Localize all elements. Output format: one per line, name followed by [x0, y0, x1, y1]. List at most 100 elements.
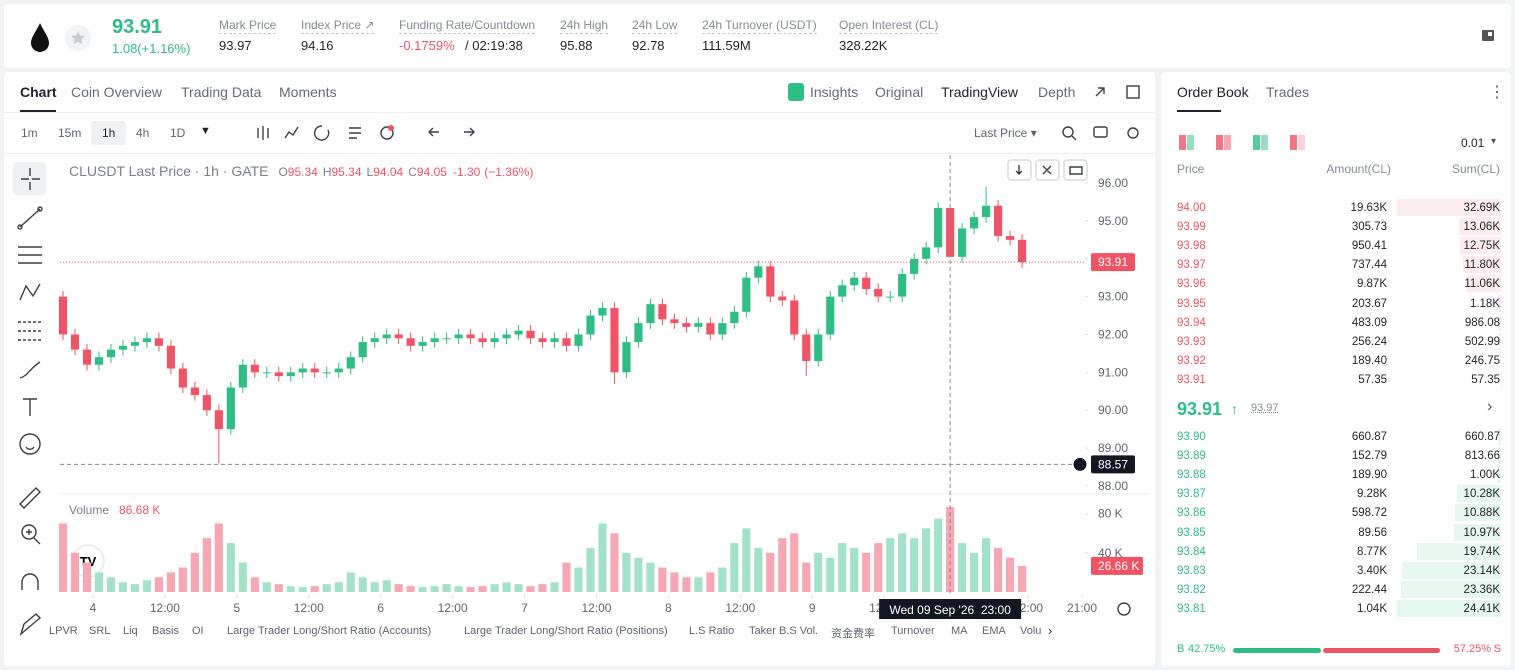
ob-tab[interactable]: Order Book [1177, 84, 1249, 100]
ob-price: 93.92 [1177, 354, 1206, 367]
book-icon[interactable] [1480, 28, 1496, 44]
candle-body [142, 338, 151, 343]
x-tick-label: 12:00 [150, 601, 180, 615]
view-tab[interactable]: Insights [810, 84, 859, 100]
divider [4, 153, 1155, 154]
volume-bar [274, 584, 283, 592]
price-source[interactable]: Last Price ▾ [974, 126, 1037, 140]
precision-arrow: ▾ [1491, 136, 1497, 147]
order-book: Order Book Trades ⋮ 0.01 ▾ Price Amount(CL) Sum… [1161, 72, 1511, 666]
layout-icon[interactable] [1179, 135, 1186, 150]
volume-bar [754, 547, 763, 592]
volume-bar [562, 562, 571, 592]
volume-bar [622, 552, 631, 592]
stat-value: -0.1759% [399, 38, 455, 53]
precision[interactable]: 0.01 [1461, 136, 1485, 150]
view-tab[interactable]: TradingView [941, 84, 1019, 100]
indicator[interactable]: Turnover [891, 625, 935, 637]
chart-tab[interactable]: Chart [20, 84, 57, 100]
volume-bar [586, 547, 595, 592]
indicator[interactable]: Volu [1020, 625, 1042, 637]
interval[interactable]: 15m [58, 126, 82, 140]
candle-body [226, 387, 235, 430]
indicator[interactable]: LPVR [49, 625, 78, 637]
depth-bar [1497, 313, 1501, 331]
volume-bar [310, 586, 319, 592]
volume-bar [1017, 565, 1027, 592]
layout-icon[interactable] [1187, 135, 1194, 150]
ob-sum: 13.06K [1463, 221, 1500, 234]
indicator[interactable]: Taker B.S Vol. [749, 625, 819, 637]
y-tick-label: 92.00 [1098, 327, 1128, 341]
volume-bar [646, 562, 655, 592]
legend-letter: H [323, 165, 332, 179]
layout-icon[interactable] [1253, 135, 1260, 150]
favorite[interactable] [64, 24, 92, 52]
legend-value: 95.34 [331, 165, 361, 179]
interval[interactable]: 1D [170, 126, 186, 140]
mid-next[interactable]: › [1487, 398, 1493, 415]
candle-body [682, 323, 691, 327]
view-tab[interactable]: Depth [1038, 84, 1076, 100]
legend-value: 94.05 [417, 165, 447, 179]
volume-bar [298, 587, 307, 592]
layout-icon[interactable] [1298, 135, 1305, 150]
ob-amount: 222.44 [1351, 583, 1387, 596]
indicator[interactable]: Liq [123, 625, 138, 637]
indicator[interactable]: EMA [982, 625, 1006, 637]
ob-sum: 32.69K [1463, 202, 1500, 214]
candle-body [310, 368, 319, 373]
layout-icon[interactable] [1216, 135, 1223, 150]
volume-bar [238, 562, 247, 592]
candle-body [178, 368, 187, 388]
candle-body [214, 410, 223, 430]
ob-price: 93.84 [1177, 545, 1206, 558]
x-tick-label: 12:00 [725, 601, 755, 615]
y-tick-label: 93.00 [1098, 290, 1128, 304]
interval[interactable]: 1m [21, 126, 38, 140]
x-tick-label: 6 [377, 601, 384, 615]
volume-bar [346, 572, 355, 592]
candle-body [298, 368, 307, 373]
ob-menu[interactable]: ⋮ [1489, 84, 1505, 101]
ob-amount: 737.44 [1351, 259, 1387, 272]
indicator[interactable]: L.S Ratio [689, 625, 735, 637]
layout-icon[interactable] [1290, 135, 1297, 150]
volume-bar [550, 582, 559, 592]
ob-amount: 152.79 [1351, 450, 1387, 463]
indicator[interactable]: OI [192, 625, 204, 637]
chart-tab[interactable]: Trading Data [181, 84, 262, 100]
x-tick-label: 12:00 [438, 601, 468, 615]
tool-icons [13, 85, 1140, 637]
ob-tab[interactable]: Trades [1266, 84, 1310, 100]
volume-bar [790, 533, 799, 592]
candle-body [58, 296, 68, 335]
indicator-next[interactable]: › [1048, 623, 1053, 638]
candle-body [334, 368, 343, 373]
chart-tab[interactable]: Moments [279, 84, 337, 100]
layout-icon[interactable] [1261, 135, 1268, 150]
indicator[interactable]: Basis [152, 625, 179, 637]
indicator[interactable]: SRL [89, 625, 111, 637]
interval[interactable]: 1h [102, 126, 116, 140]
interval[interactable]: 4h [136, 126, 150, 140]
ob-amount: 305.73 [1351, 221, 1387, 234]
indicator[interactable]: Large Trader Long/Short Ratio (Accounts) [227, 625, 432, 637]
chart-tab[interactable]: Coin Overview [71, 84, 163, 100]
indicator[interactable]: Large Trader Long/Short Ratio (Positions… [464, 625, 668, 637]
candle-body [766, 266, 775, 297]
ratio-buy-bar [1233, 648, 1321, 653]
volume-bar [778, 538, 787, 592]
view-tab[interactable]: Original [875, 84, 924, 100]
ob-price: 93.95 [1177, 297, 1206, 310]
volume-bar [982, 538, 991, 592]
layout-icon[interactable] [1224, 135, 1231, 150]
ob-amount: 598.72 [1351, 507, 1387, 520]
indicator[interactable]: 资金费率 [831, 628, 875, 640]
volume-bar [814, 552, 823, 592]
col-header: Price [1177, 162, 1205, 176]
volume-bar [850, 547, 859, 592]
indicator[interactable]: MA [951, 625, 968, 637]
candle-body [814, 334, 823, 361]
candle-body [646, 304, 655, 324]
